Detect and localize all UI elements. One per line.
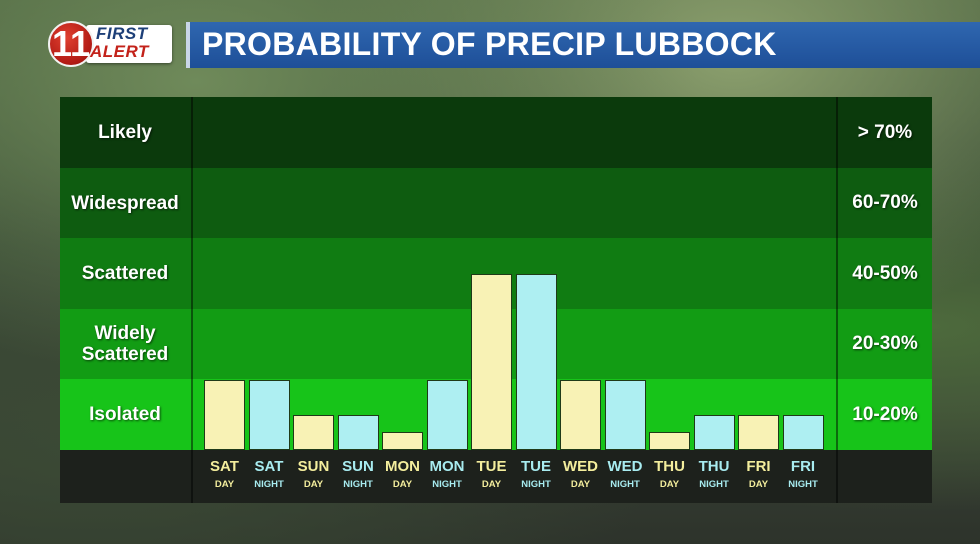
bar-sun-day (293, 415, 334, 450)
right-divider (836, 97, 838, 503)
bar-sat-night (248, 380, 290, 450)
tick-label-day: SAT (254, 458, 284, 475)
logo-number: 11 (48, 21, 94, 67)
tick-label-period: DAY (748, 479, 769, 490)
tick-label-period: DAY (481, 479, 502, 490)
tick-label-day: WED (563, 458, 598, 475)
tick-label-day: TUE (476, 458, 507, 475)
tick-label-period: DAY (214, 479, 235, 490)
tick-label-period: NIGHT (343, 479, 373, 490)
left-divider (191, 97, 193, 503)
precip-chart: Likely Widespread Scattered Widely Scatt… (60, 97, 932, 503)
bar-thu-night (693, 415, 735, 450)
band-range-likely: > 70% (857, 121, 913, 143)
bar-mon-day (382, 432, 423, 450)
band-label-widely-scattered: Widely Scattered (81, 323, 169, 365)
tick-label-period: NIGHT (699, 479, 729, 490)
title-bar: PROBABILITY OF PRECIP LUBBOCK (186, 22, 980, 68)
tick-label-day: SAT (210, 458, 239, 475)
logo-first-text: FIRST (96, 24, 148, 43)
tick-label-day: THU (698, 458, 730, 475)
band-likely (60, 97, 932, 168)
tick-label-day: TUE (521, 458, 551, 475)
first-alert-logo: 11 FIRST ALERT (48, 21, 176, 69)
chart-title: PROBABILITY OF PRECIP LUBBOCK (202, 26, 777, 62)
tick-label-period: NIGHT (254, 479, 284, 490)
tick-label-period: DAY (303, 479, 324, 490)
tick-label-day: FRI (746, 458, 771, 475)
bar-tue-night (515, 274, 557, 450)
tick-label-period: DAY (392, 479, 413, 490)
tick-label-day: MON (385, 458, 420, 475)
bar-tue-day (471, 274, 512, 450)
logo-badge (86, 25, 172, 63)
x-axis-strip (60, 450, 932, 503)
bar-mon-night (426, 380, 468, 450)
tick-label-day: THU (654, 458, 685, 475)
band-label-likely: Likely (98, 122, 152, 143)
bar-fri-day (738, 415, 779, 450)
band-range-scattered: 40-50% (852, 262, 918, 284)
tick-label-period: DAY (570, 479, 591, 490)
band-range-widely-scattered: 20-30% (852, 333, 918, 354)
band-range-widespread: 60-70% (852, 192, 918, 213)
tick-label-day: FRI (790, 458, 816, 475)
bar-thu-day (649, 432, 690, 450)
bar-wed-night (604, 380, 646, 450)
tick-label-period: NIGHT (788, 479, 818, 490)
bar-fri-night (782, 415, 824, 450)
bar-sat-day (204, 380, 245, 450)
tick-label-period: NIGHT (432, 479, 462, 490)
tick-label-day: SUN (297, 458, 330, 475)
tick-label-day: SUN (342, 458, 374, 475)
band-range-isolated: 10-20% (852, 403, 918, 425)
band-label-isolated: Isolated (89, 404, 161, 425)
tick-label-day: MON (429, 458, 465, 475)
tick-label-day: WED (607, 458, 643, 475)
band-label-scattered: Scattered (81, 263, 169, 284)
logo-alert-text: ALERT (90, 42, 149, 61)
tick-label-period: NIGHT (521, 479, 551, 490)
bar-sun-night (337, 415, 379, 450)
tick-label-period: DAY (659, 479, 680, 490)
band-label-widespread: Widespread (71, 192, 179, 214)
tick-label-period: NIGHT (610, 479, 640, 490)
band-widespread (60, 168, 932, 238)
bar-wed-day (560, 380, 601, 450)
